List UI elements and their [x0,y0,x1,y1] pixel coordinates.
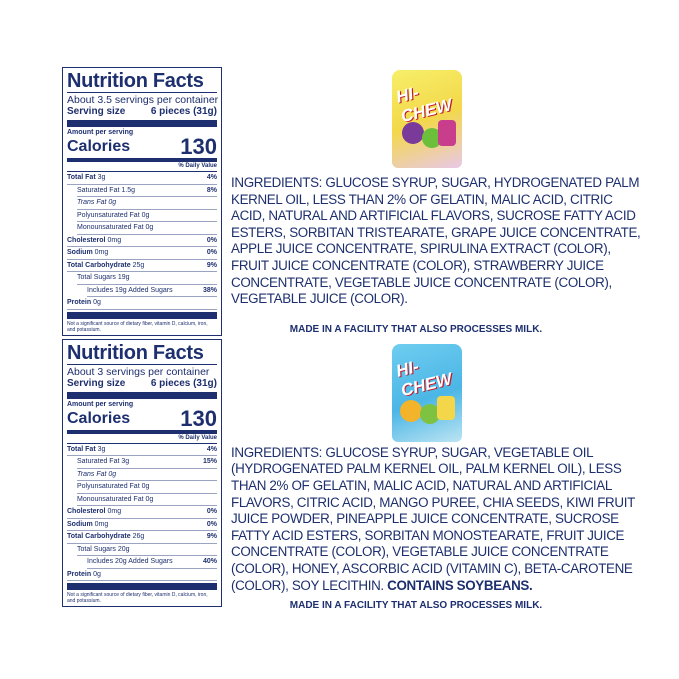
nutrient-row: Includes 20g Added Sugars 40% [87,556,217,569]
nutrient-row: Monounsaturated Fat 0g [77,222,217,235]
nutrition-facts-panel-2: Nutrition Facts About 3 servings per con… [62,338,222,607]
product-column: HI-CHEW INGREDIENTS: GLUCOSE SYRUP, SUGA… [231,70,651,612]
product-bag-image-2: HI-CHEW [392,343,462,442]
nutrient-row: Sodium 0mg 0% [67,247,217,260]
nutrient-row: Protein 0g [67,569,217,581]
amount-per-serving: Amount per serving [67,129,134,136]
footnote: Not a significant source of dietary fibe… [67,320,208,333]
nutrient-row: Sodium 0mg 0% [67,519,217,531]
serving-size-label: Serving size [67,106,126,117]
nutrient-row: Includes 19g Added Sugars 38% [87,285,217,297]
nutrition-facts-panel-1: Nutrition Facts About 3.5 servings per c… [62,67,222,336]
daily-value-percent: 15% [202,458,217,465]
nutrient-row: Total Fat 3g 4% [67,172,217,185]
ingredients-text-1: INGREDIENTS: GLUCOSE SYRUP, SUGAR, HYDRO… [231,175,641,307]
nutrient-row: Polyunsaturated Fat 0g [77,481,217,494]
daily-value-percent: 9% [206,533,217,540]
product-bag-image-1: HI-CHEW [392,70,462,168]
servings-per-container: About 3.5 servings per container [67,94,219,106]
daily-value-percent: 0% [206,508,217,515]
hi-chew-logo: HI-CHEW [394,356,454,400]
nutrient-row: Trans Fat 0g [77,469,217,481]
facility-notice-2: MADE IN A FACILITY THAT ALSO PROCESSES M… [289,600,543,612]
nutrient-row: Total Sugars 20g [77,544,217,556]
nutrient-row: Cholesterol 0mg 0% [67,506,217,519]
footnote: Not a significant source of dietary fibe… [67,592,208,604]
calories-label: Calories [67,409,131,427]
nutrient-row: Total Fat 3g 4% [67,444,217,456]
daily-value-percent: 0% [206,249,217,256]
facility-notice-1: MADE IN A FACILITY THAT ALSO PROCESSES M… [289,323,543,335]
calories-label: Calories [67,138,131,155]
nutrient-row: Total Carbohydrate 26g 9% [67,531,217,544]
nutrient-row: Saturated Fat 3g 15% [77,456,217,469]
serving-size-label: Serving size [67,377,126,389]
daily-value-percent: 4% [206,174,217,181]
daily-value-header: % Daily Value [67,434,217,444]
daily-value-percent: 40% [202,558,217,565]
nutrient-row: Total Carbohydrate 25g 9% [67,260,217,272]
calories-value: 130 [180,134,217,159]
servings-per-container: About 3 servings per container [67,365,210,378]
daily-value-header: % Daily Value [67,162,217,172]
nutrient-row: Saturated Fat 1.5g 8% [77,185,217,197]
daily-value-percent: 8% [206,186,217,194]
nutrient-row: Polyunsaturated Fat 0g [77,210,217,222]
allergen-statement: CONTAINS SOYBEANS. [387,577,533,593]
panel-title: Nutrition Facts [67,70,217,93]
nutrient-row: Protein 0g [67,297,217,310]
serving-size-value: 6 pieces (31g) [150,106,217,117]
panel-title: Nutrition Facts [67,342,217,365]
ingredients-text-2: INGREDIENTS: GLUCOSE SYRUP, SUGAR, VEGET… [231,444,635,593]
nutrient-row: Cholesterol 0mg 0% [67,235,217,247]
serving-size-value: 6 pieces (31g) [150,377,217,389]
daily-value-percent: 0% [206,236,217,244]
daily-value-percent: 0% [206,520,217,528]
daily-value-percent: 38% [202,286,217,294]
calories-value: 130 [180,405,217,431]
nutrient-row: Trans Fat 0g [77,197,217,210]
daily-value-percent: 9% [206,261,217,269]
hi-chew-logo: HI-CHEW [394,82,454,127]
nutrient-row: Total Sugars 19g [77,272,217,285]
nutrient-row: Monounsaturated Fat 0g [77,494,217,506]
amount-per-serving: Amount per serving [67,400,134,408]
nutrition-column: Nutrition Facts About 3.5 servings per c… [62,67,222,607]
daily-value-percent: 4% [206,445,217,453]
